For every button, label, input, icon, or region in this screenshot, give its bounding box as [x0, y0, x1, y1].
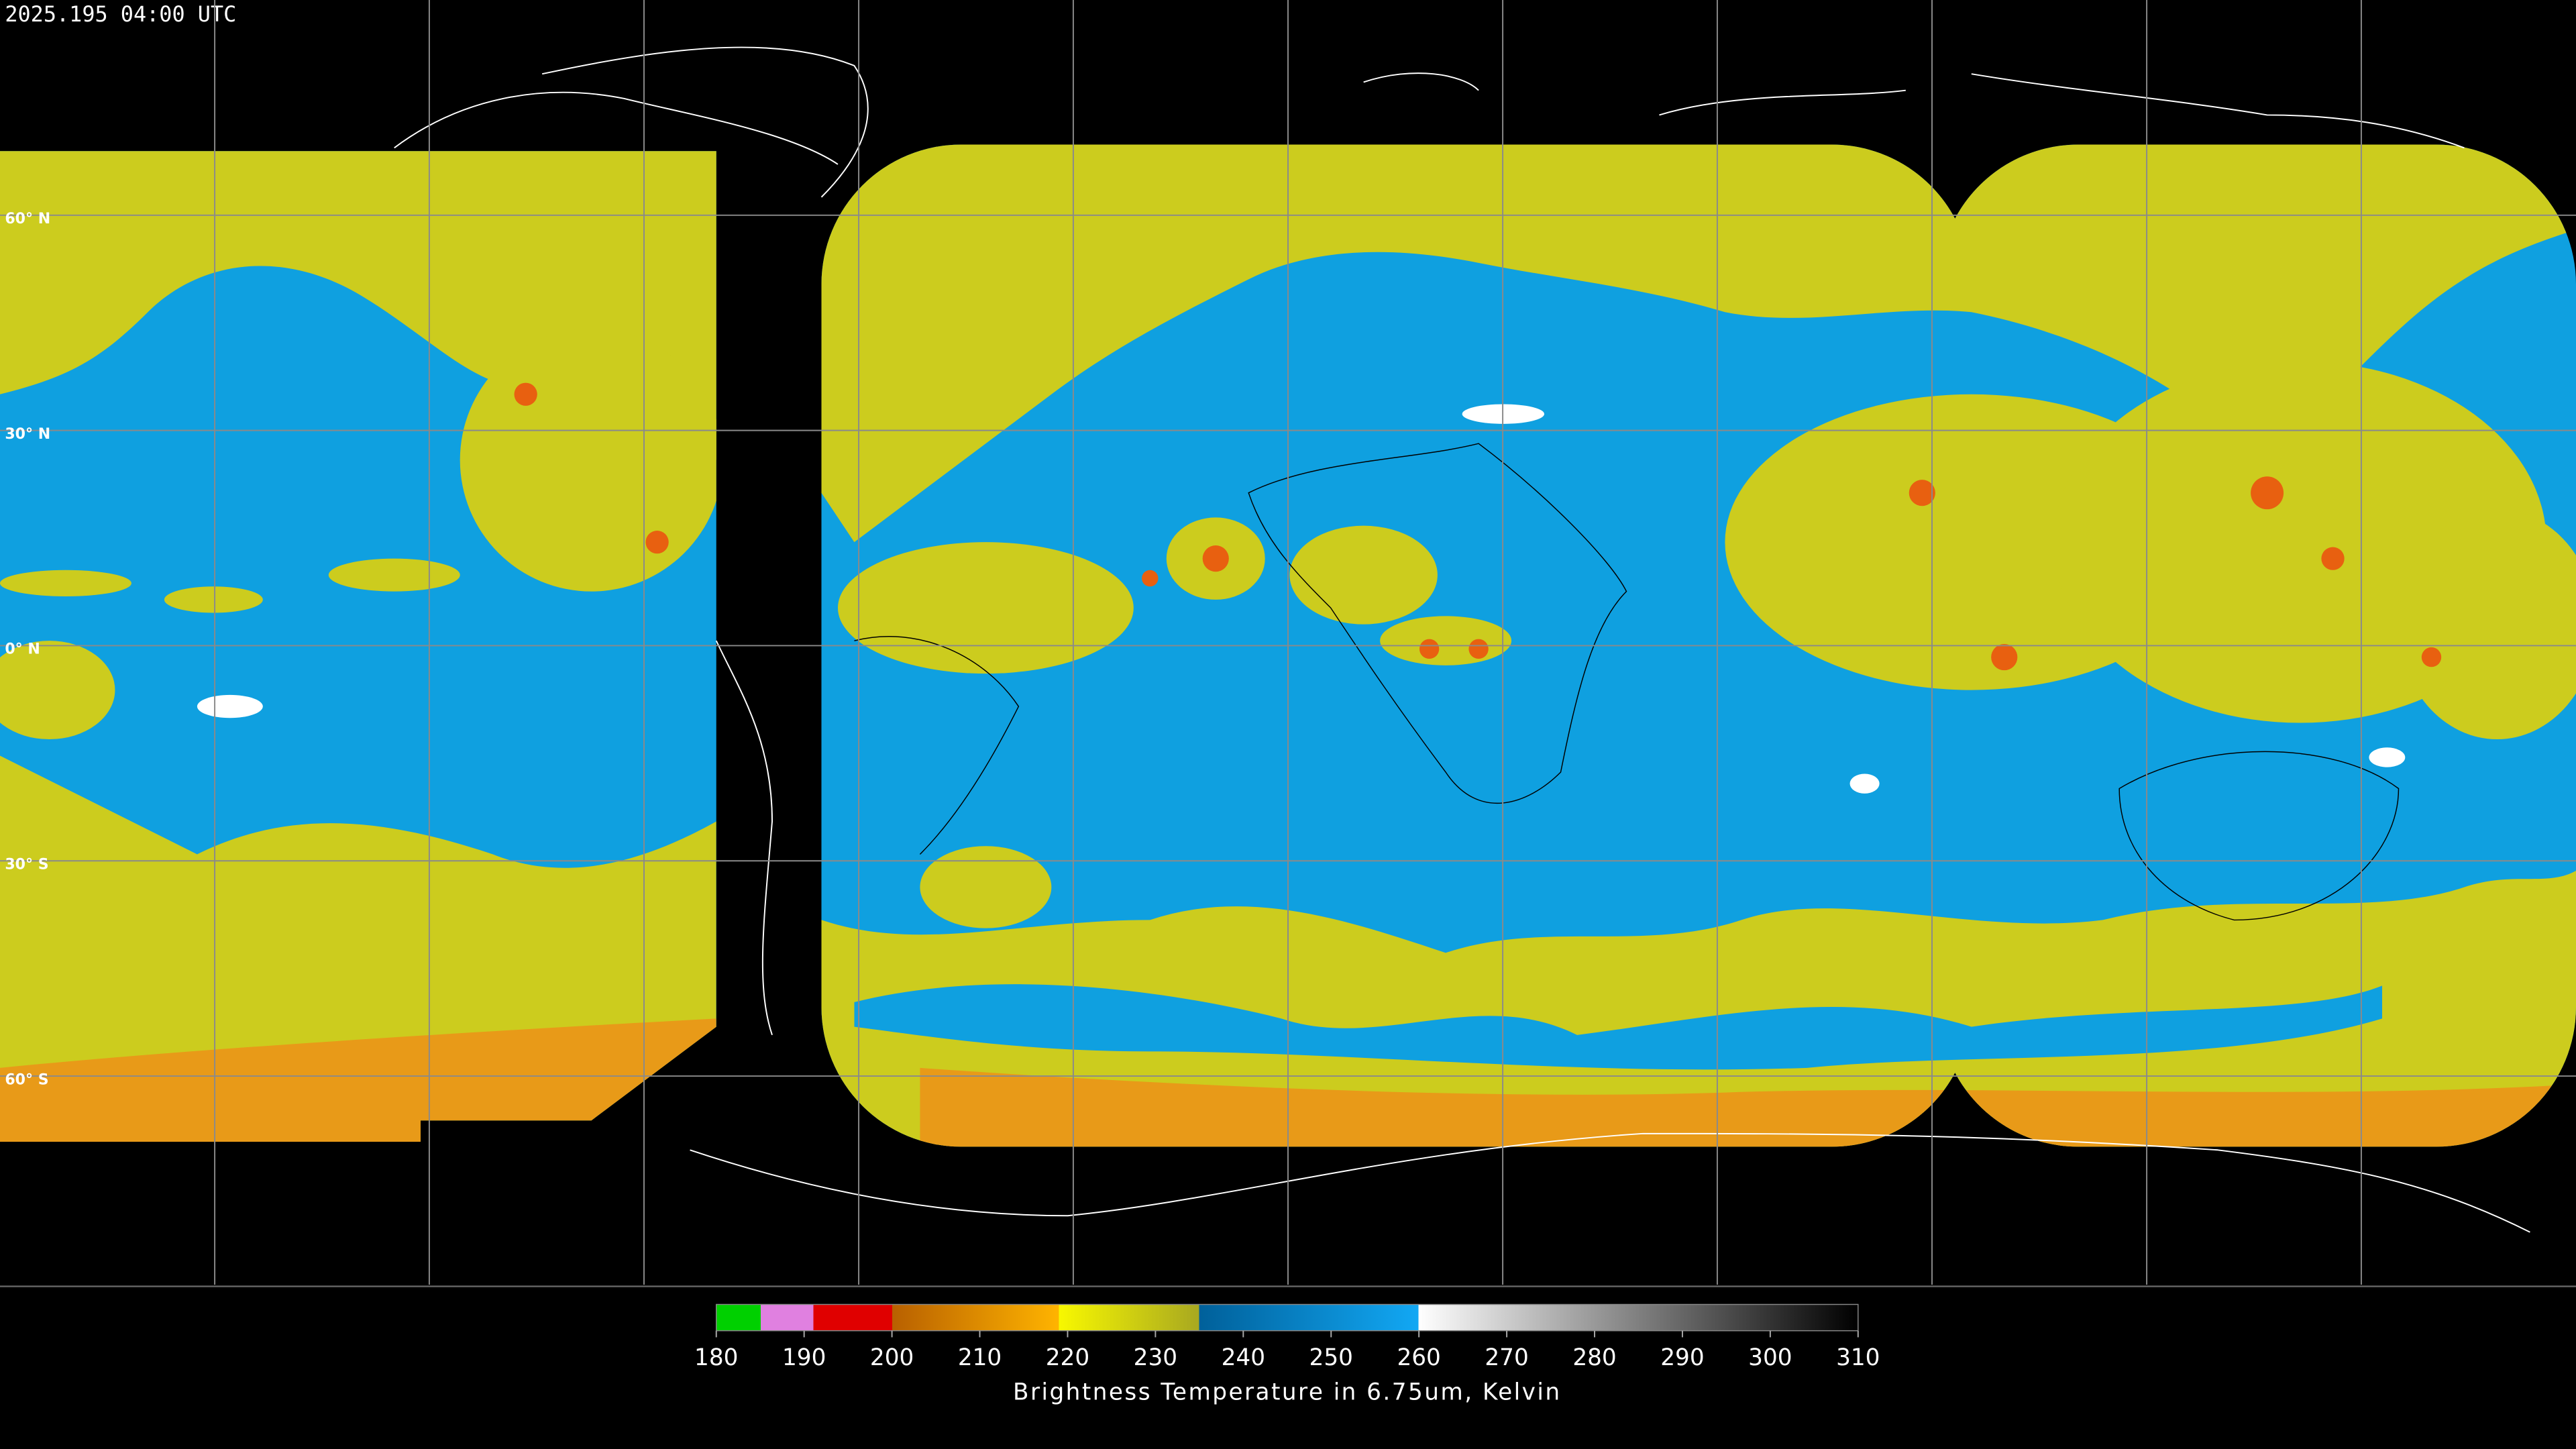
map-shape: [854, 984, 2383, 1070]
longitude-gridlines: [214, 0, 2362, 1285]
coastlines: [394, 46, 2530, 1233]
colorbar-tick-label: 190: [782, 1344, 826, 1371]
map-shape: [821, 870, 2576, 1147]
colorbar: Brightness Temperature in 6.75um, Kelvin…: [694, 1303, 1880, 1406]
map-shape: [394, 46, 869, 198]
map-shape: [715, 640, 773, 1036]
colorbar-gradient: [716, 1303, 1859, 1332]
colorbar-tick-label: 280: [1572, 1344, 1616, 1371]
map-shape: [2398, 509, 2576, 740]
latitude-label: 60° N: [5, 211, 50, 227]
colorbar-tick-label: 300: [1748, 1344, 1792, 1371]
colorbar-tick-label: 220: [1046, 1344, 1089, 1371]
latitude-gridlines: 60° N 30° N 0° N 30° S 60° S: [0, 211, 2576, 1088]
map-shape: [1419, 639, 1440, 659]
map-shape: [1142, 570, 1159, 587]
latitude-label: 60° S: [5, 1071, 48, 1088]
colorbar-tick-label: 180: [694, 1344, 738, 1371]
colorbar-tick-label: 270: [1485, 1344, 1528, 1371]
map-shape: [920, 846, 1052, 928]
colorbar-tick-label: 210: [958, 1344, 1002, 1371]
latitude-label: 30° S: [5, 857, 48, 873]
map-shape: [2369, 747, 2406, 767]
map-shape: [2251, 476, 2284, 510]
map-shape: [514, 382, 537, 406]
colorbar-tick-label: 240: [1222, 1344, 1265, 1371]
latitude-label: 0° N: [5, 641, 40, 658]
map-shape: [0, 570, 131, 596]
map-shape: [514, 382, 2442, 671]
map-shape: [197, 694, 263, 718]
map-shape: [1849, 773, 1880, 794]
map-shape: [2421, 647, 2442, 667]
colorbar-tick-label: 310: [1836, 1344, 1880, 1371]
colorbar-tick-label: 260: [1397, 1344, 1440, 1371]
coastlines-inner: [854, 443, 2400, 921]
map-shape: [1289, 525, 1438, 625]
map-shape: [1202, 545, 1229, 572]
colorbar-tick-label: 200: [870, 1344, 914, 1371]
colorbar-tick-label: 230: [1134, 1344, 1177, 1371]
map-shape: [1363, 72, 2465, 149]
map-shape: [2321, 547, 2345, 570]
latitude-label: 30° N: [5, 426, 50, 443]
map-shape: [460, 328, 723, 592]
map-shape: [328, 558, 460, 592]
colorbar-tick-label: 250: [1309, 1344, 1353, 1371]
map-shape: [837, 542, 1134, 674]
map-shape: [0, 641, 115, 740]
map-shape: [2118, 751, 2400, 921]
map-shape: [690, 1132, 2530, 1233]
timestamp: 2025.195 04:00 UTC: [5, 1, 236, 27]
map: 60° N 30° N 0° N 30° S 60° S: [0, 0, 2576, 1285]
colorbar-label: Brightness Temperature in 6.75um, Kelvin: [1013, 1379, 1562, 1406]
map-shape: [0, 328, 2576, 928]
colorbar-tick-label: 290: [1660, 1344, 1704, 1371]
map-shape: [1468, 639, 1489, 659]
map-shape: [197, 404, 2406, 794]
map-shape: [1248, 443, 1627, 804]
map-shape: [645, 531, 669, 554]
map-shape: [1909, 480, 1935, 506]
map-shape: [1380, 616, 1512, 665]
map-shape: [854, 636, 1020, 855]
map-shape: [164, 586, 263, 613]
map-shape: [1991, 644, 2018, 671]
